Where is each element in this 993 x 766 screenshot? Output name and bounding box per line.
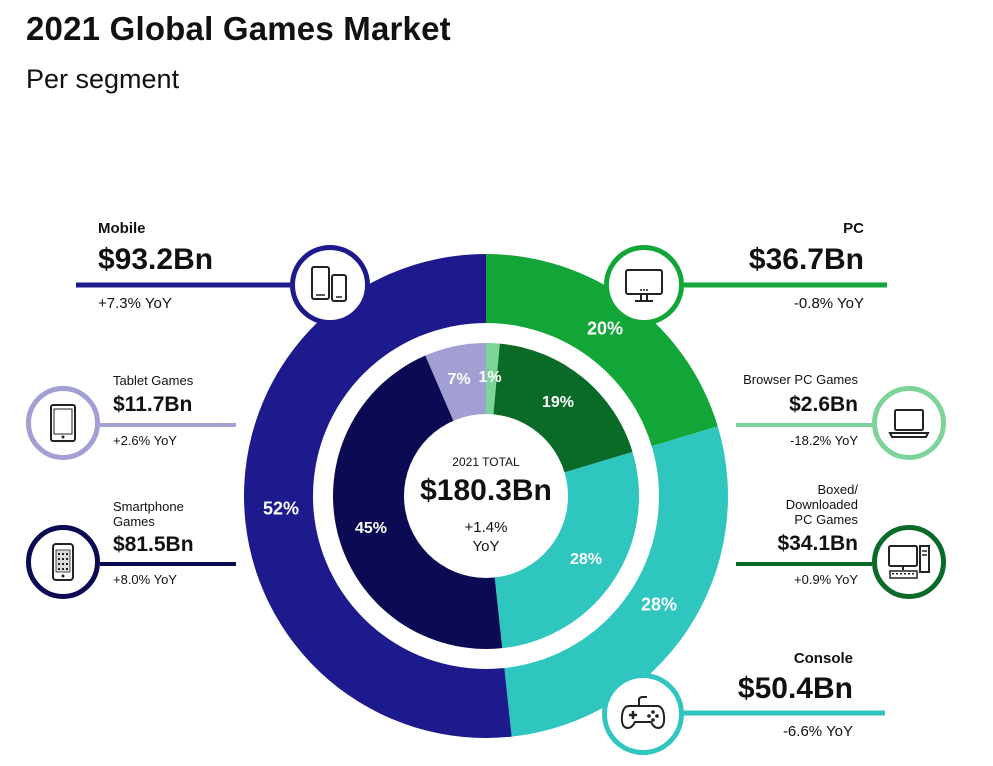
boxed-name-line1: Boxed/ <box>817 482 858 497</box>
boxed-value: $34.1Bn <box>777 532 858 555</box>
pc-name: PC <box>843 220 864 237</box>
smartphone-icon <box>26 525 100 599</box>
mobile-value: $93.2Bn <box>98 243 214 276</box>
mobile-percent-label: 52% <box>262 498 300 519</box>
desktop-computer-icon <box>872 525 946 599</box>
gamepad-icon <box>602 673 684 755</box>
smartphone-value: $81.5Bn <box>113 533 194 556</box>
total-caption: 2021 TOTAL <box>452 455 520 469</box>
smartphone-percent-label: 45% <box>354 520 388 537</box>
browser-percent-label: 1% <box>478 369 502 386</box>
console-inner-percent-label: 28% <box>569 551 603 568</box>
page-subtitle: Per segment <box>26 64 180 94</box>
mobile-name: Mobile <box>98 220 146 237</box>
total-value: $180.3Bn <box>420 474 552 507</box>
mobile-devices-icon <box>290 245 370 325</box>
console-name: Console <box>793 650 853 667</box>
boxed-percent-label: 19% <box>541 394 575 411</box>
smartphone-name-line2: Games <box>113 514 155 529</box>
console-yoy: -6.6% YoY <box>782 723 853 740</box>
console-percent-label: 28% <box>640 594 678 615</box>
tablet-yoy: +2.6% YoY <box>113 433 177 448</box>
tablet-percent-label: 7% <box>447 371 471 388</box>
pc-value: $36.7Bn <box>748 243 864 276</box>
smartphone-name-line1: Smartphone <box>113 499 184 514</box>
laptop-icon <box>872 386 946 460</box>
browser-value: $2.6Bn <box>789 393 858 416</box>
boxed-name-line2: Downloaded <box>785 497 858 512</box>
total-growth-unit: YoY <box>472 538 500 555</box>
tablet-name: Tablet Games <box>113 373 194 388</box>
pc-yoy: -0.8% YoY <box>793 295 864 312</box>
browser-yoy: -18.2% YoY <box>790 433 858 448</box>
browser-name: Browser PC Games <box>743 372 858 387</box>
mobile-yoy: +7.3% YoY <box>98 295 172 312</box>
tablet-icon <box>26 386 100 460</box>
pc-percent-label: 20% <box>586 318 624 339</box>
total-growth: +1.4% <box>464 519 508 536</box>
boxed-yoy: +0.9% YoY <box>794 572 858 587</box>
console-value: $50.4Bn <box>737 672 853 705</box>
tablet-value: $11.7Bn <box>113 393 193 416</box>
monitor-icon <box>604 245 684 325</box>
page-title: 2021 Global Games Market <box>26 10 451 47</box>
boxed-name-line3: PC Games <box>794 512 858 527</box>
smartphone-yoy: +8.0% YoY <box>113 572 177 587</box>
